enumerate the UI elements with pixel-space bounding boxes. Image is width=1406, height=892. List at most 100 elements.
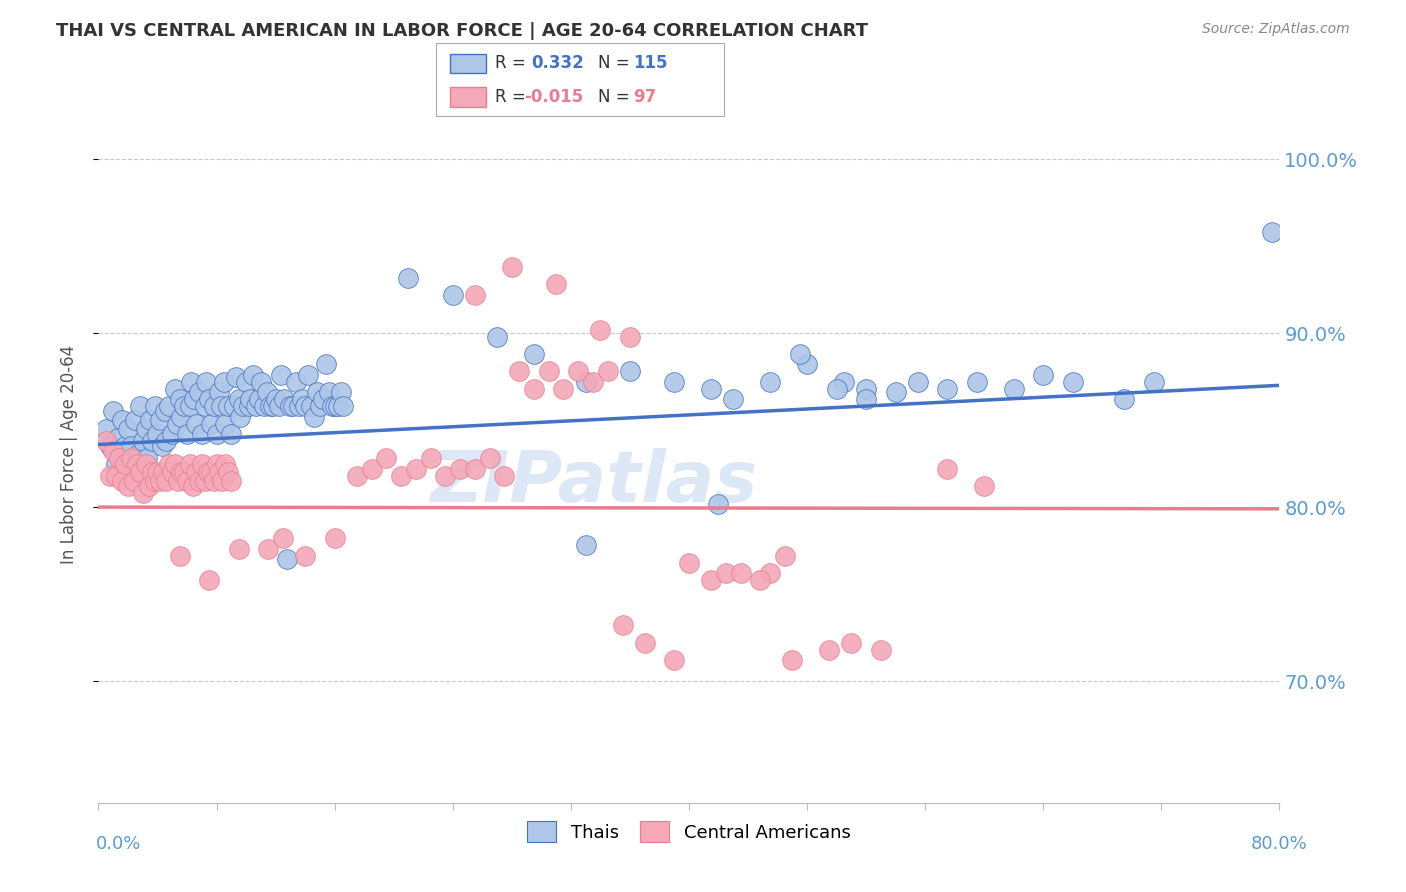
Point	[619, 364, 641, 378]
Point	[167, 474, 190, 488]
Point	[120, 451, 142, 466]
Point	[181, 479, 204, 493]
Point	[107, 430, 129, 444]
Point	[748, 573, 770, 587]
Point	[323, 532, 346, 546]
Point	[169, 549, 191, 563]
Point	[149, 413, 172, 427]
Point	[841, 636, 863, 650]
Point	[262, 399, 284, 413]
Point	[191, 427, 214, 442]
Point	[146, 466, 169, 480]
Point	[114, 457, 136, 471]
Text: 0.332: 0.332	[531, 54, 585, 72]
Point	[247, 392, 270, 407]
Point	[125, 448, 148, 462]
Point	[773, 549, 796, 563]
Point	[117, 479, 139, 493]
Point	[165, 457, 187, 471]
Text: 97: 97	[633, 88, 657, 106]
Point	[1143, 375, 1166, 389]
Point	[138, 479, 160, 493]
Point	[194, 399, 217, 413]
Point	[553, 382, 575, 396]
Point	[135, 457, 157, 471]
Text: THAI VS CENTRAL AMERICAN IN LABOR FORCE | AGE 20-64 CORRELATION CHART: THAI VS CENTRAL AMERICAN IN LABOR FORCE …	[56, 22, 869, 40]
Point	[202, 399, 225, 413]
Text: N =: N =	[598, 88, 628, 106]
Point	[271, 532, 294, 546]
Point	[225, 369, 247, 384]
Point	[170, 409, 193, 424]
Point	[523, 347, 546, 361]
Point	[700, 382, 723, 396]
Point	[228, 392, 250, 407]
Point	[176, 427, 198, 442]
Point	[128, 399, 150, 413]
Point	[105, 468, 128, 483]
Point	[267, 399, 290, 413]
Point	[200, 466, 222, 480]
Point	[575, 375, 598, 389]
Point	[449, 462, 471, 476]
Point	[157, 399, 180, 413]
Point	[183, 392, 205, 407]
Point	[309, 399, 332, 413]
Point	[294, 399, 316, 413]
Point	[759, 566, 782, 581]
Text: 115: 115	[633, 54, 668, 72]
Point	[180, 375, 202, 389]
Point	[582, 375, 605, 389]
Point	[332, 399, 354, 413]
Point	[136, 451, 159, 466]
Point	[212, 375, 235, 389]
Point	[155, 474, 177, 488]
Point	[211, 474, 233, 488]
Point	[153, 404, 176, 418]
Point	[179, 457, 201, 471]
Point	[464, 462, 486, 476]
Point	[280, 399, 302, 413]
Point	[98, 468, 121, 483]
Point	[537, 364, 560, 378]
Point	[229, 409, 252, 424]
Point	[176, 474, 198, 488]
Point	[121, 466, 143, 480]
Point	[256, 385, 278, 400]
Point	[315, 358, 337, 372]
Point	[360, 462, 382, 476]
Point	[294, 549, 316, 563]
Point	[135, 422, 157, 436]
Point	[270, 368, 292, 382]
Point	[221, 474, 243, 488]
Point	[707, 497, 730, 511]
Point	[870, 642, 893, 657]
Point	[634, 636, 657, 650]
Point	[105, 457, 128, 471]
Point	[214, 417, 236, 431]
Point	[318, 385, 340, 400]
Point	[789, 347, 811, 361]
Point	[299, 399, 322, 413]
Point	[208, 466, 231, 480]
Point	[546, 277, 568, 292]
Point	[170, 466, 193, 480]
Point	[197, 466, 219, 480]
Point	[143, 474, 166, 488]
Point	[198, 392, 221, 407]
Point	[283, 399, 305, 413]
Point	[1114, 392, 1136, 407]
Point	[200, 417, 222, 431]
Point	[242, 368, 264, 382]
Point	[273, 392, 295, 407]
Point	[257, 541, 280, 556]
Point	[111, 474, 134, 488]
Point	[94, 434, 117, 448]
Text: 0.0%: 0.0%	[96, 835, 141, 853]
Point	[173, 399, 195, 413]
Point	[124, 413, 146, 427]
Point	[297, 368, 319, 382]
Point	[228, 541, 250, 556]
Point	[1032, 368, 1054, 382]
Point	[184, 417, 207, 431]
